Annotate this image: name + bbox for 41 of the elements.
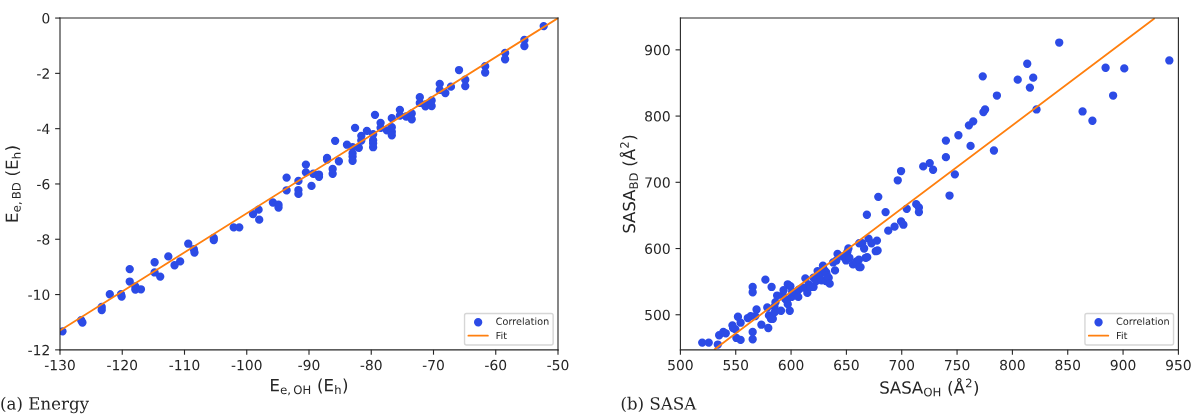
x-tick-label: 900 xyxy=(1110,359,1136,371)
y-axis-title: SASA$_{BD}$ (Å$^{2}$) xyxy=(619,135,638,233)
x-tick-label: -90 xyxy=(298,359,320,371)
text: (a) Energy xyxy=(1,396,90,414)
x-tick-label: 500 xyxy=(668,359,693,371)
y-tick-label: -12 xyxy=(28,344,49,356)
legend-label: Fit xyxy=(496,331,507,340)
x-tick-label: -100 xyxy=(231,359,262,371)
x-tick-label: 750 xyxy=(944,359,970,371)
x-tick-label: -70 xyxy=(422,359,444,371)
x-tick-label: 800 xyxy=(1000,359,1025,371)
legend-label: Correlation xyxy=(1116,317,1169,325)
x-axis-title: E$_{e,OH}$ (E$_{h}$) xyxy=(271,378,348,396)
x-tick-label: 700 xyxy=(889,359,915,371)
x-tick-label: 950 xyxy=(1166,359,1191,371)
x-tick-label: -60 xyxy=(485,359,507,371)
text: (b) SASA xyxy=(621,396,697,413)
y-tick-label: 0 xyxy=(42,13,50,24)
x-axis-title: SASA$_{OH}$ (Å$^{2}$) xyxy=(880,378,979,397)
x-tick-label: 850 xyxy=(1055,359,1081,371)
y-tick-label: -4 xyxy=(37,123,50,134)
y-tick-label: -10 xyxy=(28,289,50,301)
x-tick-label: 550 xyxy=(723,359,749,371)
y-tick-label: 900 xyxy=(645,44,670,56)
legend-label: Correlation xyxy=(496,317,549,325)
x-tick-label: -110 xyxy=(169,359,200,371)
y-tick-label: 800 xyxy=(645,111,670,122)
y-axis-title: E$_{e,BD}$ (E$_{h}$) xyxy=(5,146,22,222)
y-tick-label: -6 xyxy=(37,178,50,190)
y-tick-label: 500 xyxy=(645,309,670,321)
y-tick-label: 700 xyxy=(645,177,670,188)
y-tick-label: -2 xyxy=(37,68,49,79)
x-tick-label: 650 xyxy=(834,359,859,371)
x-tick-label: -50 xyxy=(547,359,569,371)
x-tick-label: -80 xyxy=(360,359,382,371)
x-tick-label: -120 xyxy=(107,359,138,371)
x-tick-label: 600 xyxy=(778,359,804,371)
x-tick-label: -130 xyxy=(44,359,75,371)
y-tick-label: 600 xyxy=(645,243,670,255)
legend-label: Fit xyxy=(1117,331,1128,340)
y-tick-label: -8 xyxy=(37,234,50,245)
